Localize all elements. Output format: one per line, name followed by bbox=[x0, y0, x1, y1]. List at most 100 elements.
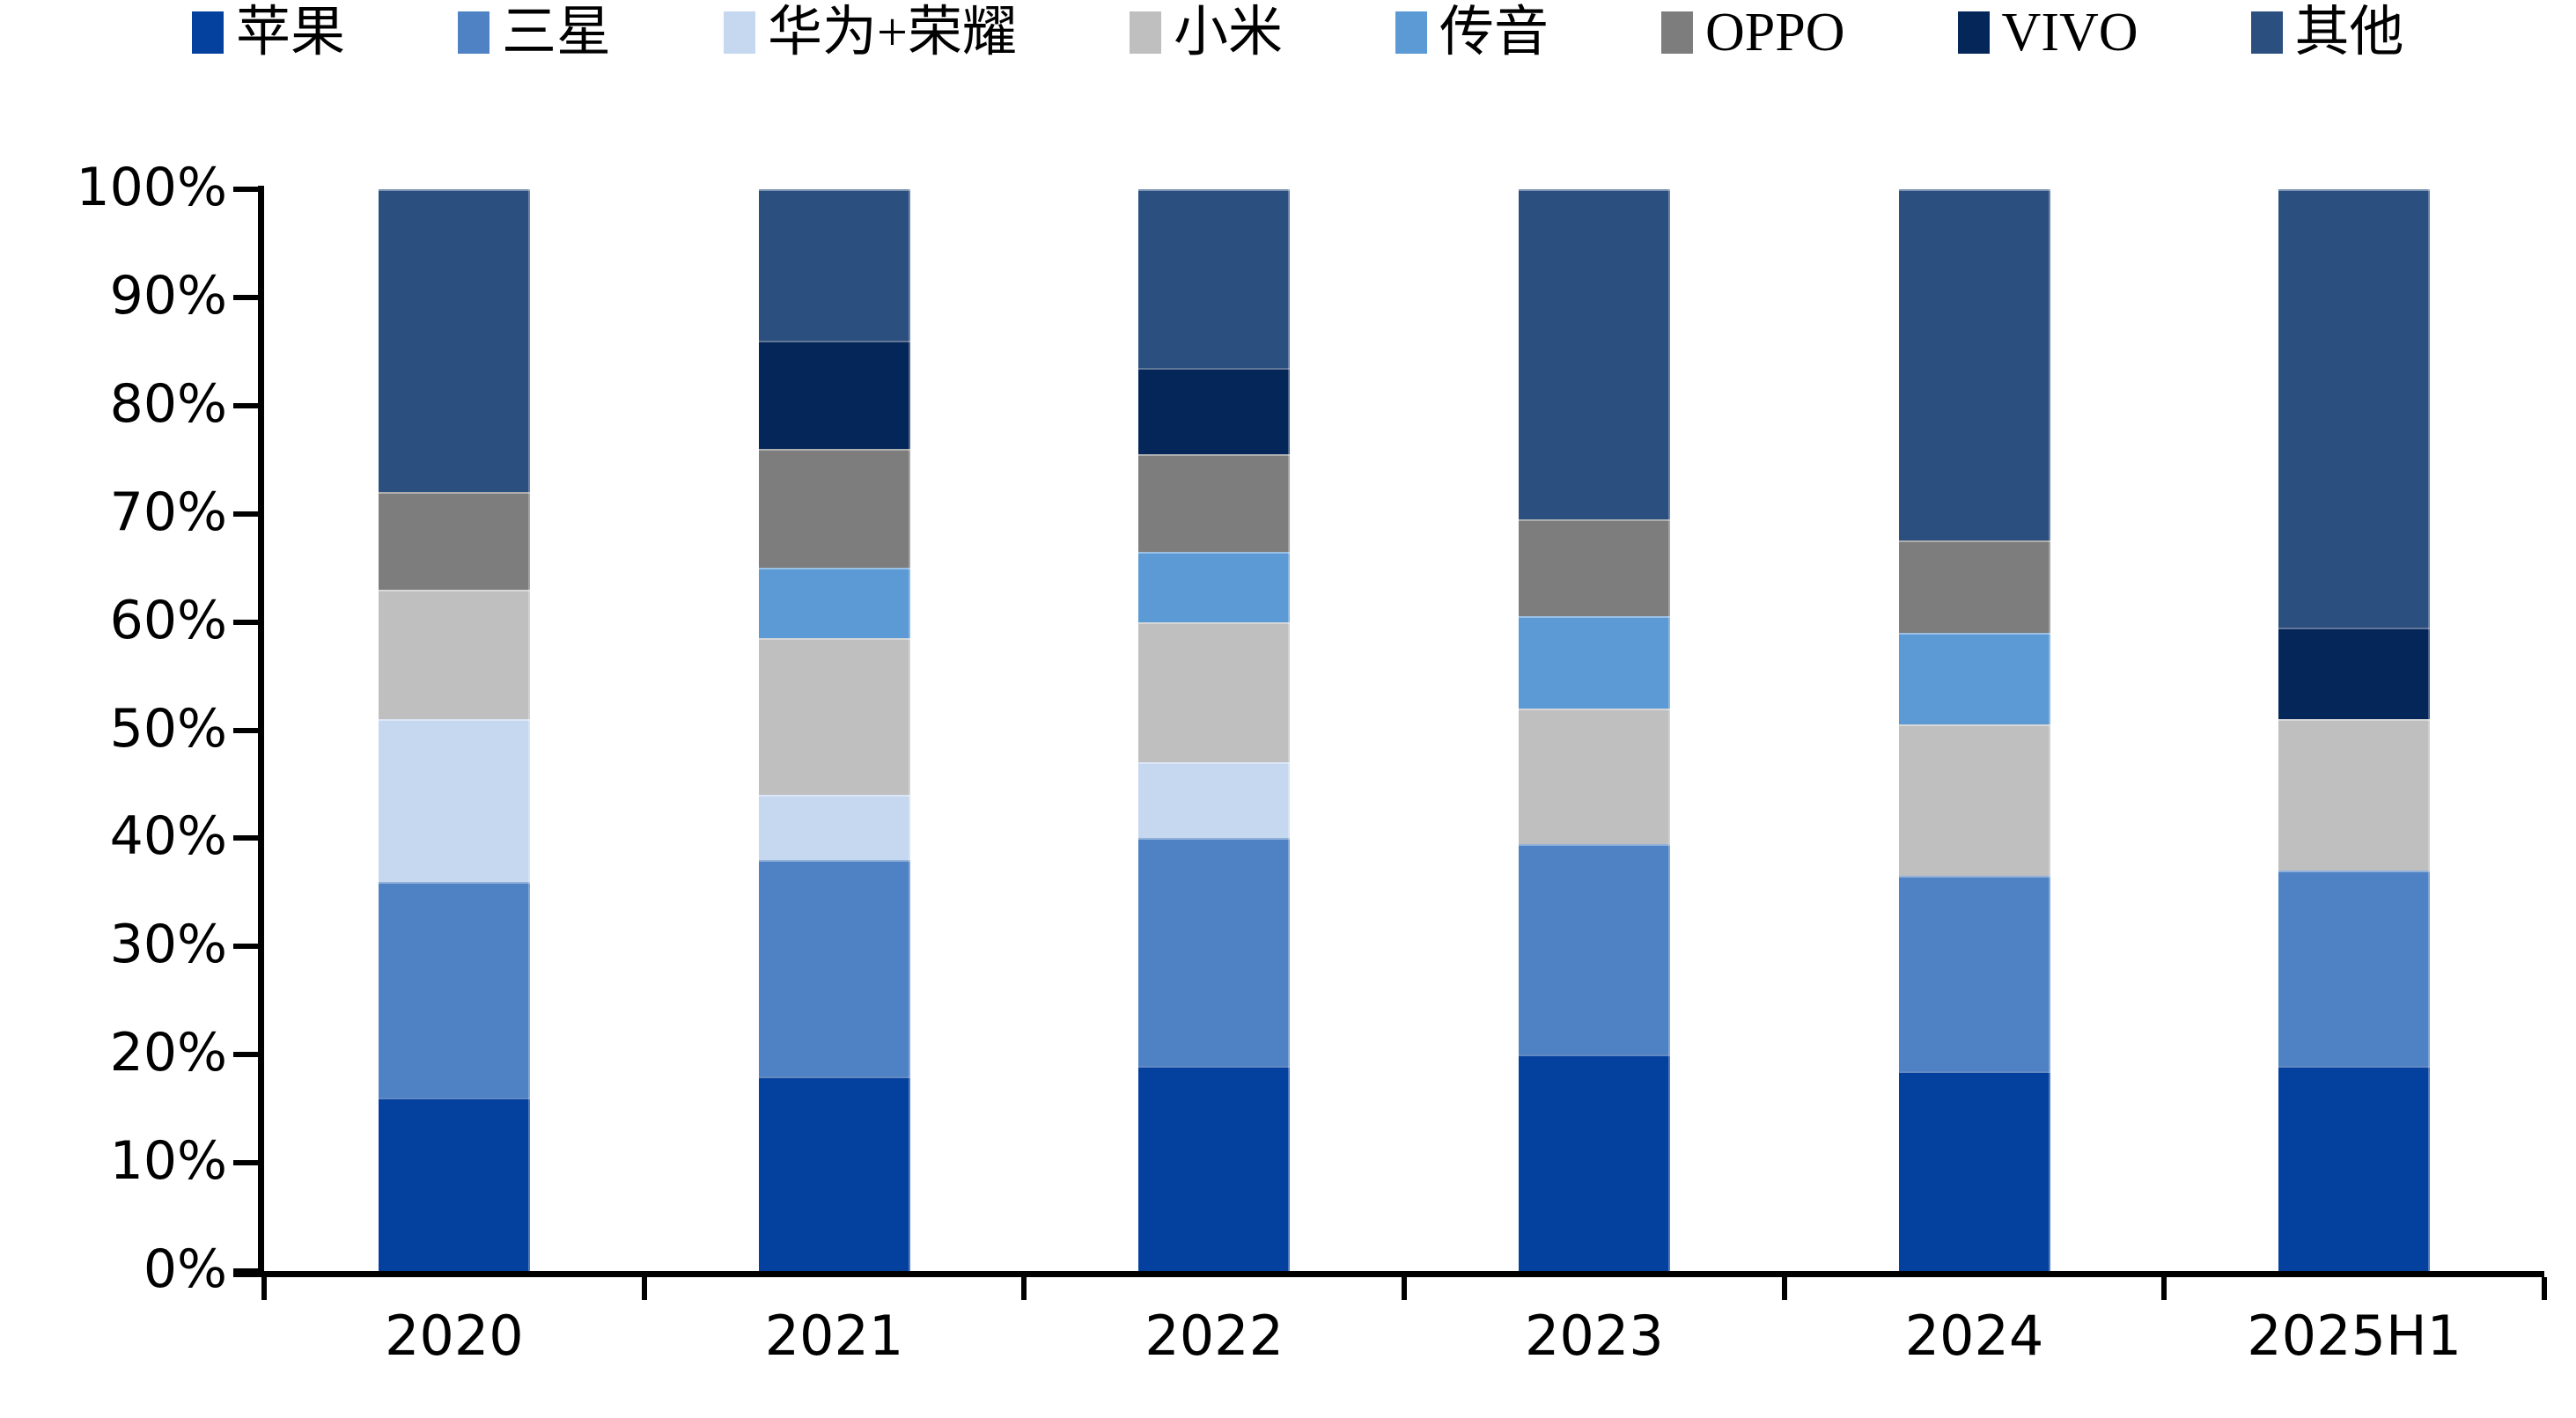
legend-item-5: 传音 bbox=[1395, 5, 1549, 60]
y-axis-label: 60% bbox=[109, 589, 227, 651]
bar-segment-2023-其他 bbox=[1518, 189, 1670, 519]
bar-segment-2022-三星 bbox=[1138, 838, 1291, 1066]
stacked-bar-2025H1 bbox=[2278, 189, 2431, 1271]
x-axis-tick bbox=[1402, 1277, 1407, 1300]
bar-segment-2021-苹果 bbox=[758, 1076, 910, 1271]
bar-segment-2021-三星 bbox=[758, 859, 910, 1076]
x-axis-label: 2024 bbox=[1904, 1304, 2044, 1368]
y-axis-line bbox=[258, 186, 264, 1275]
bar-segment-2024-苹果 bbox=[1898, 1070, 2050, 1271]
y-axis-tick bbox=[233, 402, 258, 408]
bar-segment-2022-VIVO bbox=[1138, 367, 1291, 455]
x-axis-label: 2020 bbox=[384, 1304, 524, 1368]
legend-swatch-icon bbox=[1661, 11, 1694, 54]
legend-swatch-icon bbox=[1395, 11, 1428, 54]
legend-swatch-icon bbox=[192, 11, 224, 54]
bar-segment-2024-其他 bbox=[1898, 189, 2050, 541]
y-axis-label: 70% bbox=[109, 481, 227, 543]
bar-segment-2024-小米 bbox=[1898, 724, 2050, 877]
bar-segment-2025H1-VIVO bbox=[2278, 627, 2431, 720]
bar-segment-2020-三星 bbox=[378, 881, 530, 1098]
stacked-bar-2021 bbox=[758, 189, 910, 1271]
bar-segment-2024-OPPO bbox=[1898, 540, 2050, 633]
bar-segment-2022-其他 bbox=[1138, 189, 1291, 368]
y-axis-tick bbox=[233, 511, 258, 517]
bar-segment-2021-OPPO bbox=[758, 448, 910, 569]
bar-segment-2025H1-小米 bbox=[2278, 719, 2431, 871]
bar-segment-2020-小米 bbox=[378, 589, 530, 720]
x-axis-line bbox=[233, 1271, 2544, 1277]
bar-segment-2020-OPPO bbox=[378, 492, 530, 590]
y-axis-tick bbox=[233, 1052, 258, 1058]
bar-segment-2022-OPPO bbox=[1138, 454, 1291, 552]
legend-swatch-icon bbox=[724, 11, 756, 54]
legend-item-4: 小米 bbox=[1130, 5, 1283, 60]
x-axis-label: 2025H1 bbox=[2247, 1304, 2462, 1368]
legend-label: 苹果 bbox=[236, 3, 346, 62]
bar-segment-2025H1-苹果 bbox=[2278, 1065, 2431, 1271]
y-axis-label: 100% bbox=[76, 157, 227, 218]
y-axis-label: 50% bbox=[109, 697, 227, 760]
bar-segment-2021-华为+荣耀 bbox=[758, 795, 910, 860]
bar-segment-2020-其他 bbox=[378, 189, 530, 493]
plot-area: 100% 90% 80% 70% 60% 50% 40% 30% 20% 10% 0% 2020 202… bbox=[76, 161, 2547, 1363]
y-axis-tick bbox=[233, 835, 258, 841]
x-axis-tick bbox=[2542, 1277, 2547, 1300]
y-axis-label: 0% bbox=[143, 1238, 227, 1300]
legend-label: 华为+荣耀 bbox=[768, 3, 1017, 62]
x-axis-tick bbox=[1021, 1277, 1027, 1300]
stacked-bar-2022 bbox=[1138, 189, 1291, 1271]
bar-segment-2023-苹果 bbox=[1518, 1054, 1670, 1271]
x-axis-tick bbox=[1781, 1277, 1787, 1300]
x-axis-label: 2023 bbox=[1524, 1304, 1664, 1368]
y-axis-tick bbox=[233, 944, 258, 950]
stacked-bar-2020 bbox=[378, 189, 530, 1271]
bar-segment-2022-小米 bbox=[1138, 621, 1291, 763]
legend-swatch-icon bbox=[1957, 11, 1990, 54]
bar-segment-2022-苹果 bbox=[1138, 1065, 1291, 1271]
bar-segment-2020-华为+荣耀 bbox=[378, 719, 530, 882]
legend-item-1: 苹果 bbox=[192, 5, 345, 60]
legend-label: OPPO bbox=[1705, 3, 1845, 62]
stacked-bar-2023 bbox=[1518, 189, 1670, 1271]
bar-segment-2024-三星 bbox=[1898, 876, 2050, 1071]
bar-segment-2021-小米 bbox=[758, 638, 910, 796]
legend-item-3: 华为+荣耀 bbox=[724, 5, 1017, 60]
y-axis-label: 20% bbox=[109, 1022, 227, 1084]
legend-swatch-icon bbox=[458, 11, 490, 54]
x-axis-tick bbox=[641, 1277, 647, 1300]
legend-swatch-icon bbox=[1130, 11, 1161, 54]
legend-label: 三星 bbox=[502, 3, 612, 62]
legend-label: 其他 bbox=[2294, 3, 2404, 62]
x-axis-label: 2022 bbox=[1144, 1304, 1284, 1368]
chart-legend: 苹果 三星 华为+荣耀 小米 传音 OPPO VIVO 其他 bbox=[192, 5, 2404, 60]
bar-segment-2023-OPPO bbox=[1518, 518, 1670, 617]
bar-segment-2025H1-三星 bbox=[2278, 871, 2431, 1066]
y-axis-tick bbox=[233, 619, 258, 625]
stacked-bar-2024 bbox=[1898, 189, 2050, 1271]
bar-segment-2023-小米 bbox=[1518, 708, 1670, 844]
x-axis-tick bbox=[2161, 1277, 2168, 1300]
y-axis-tick bbox=[233, 1160, 258, 1166]
bar-segment-2025H1-其他 bbox=[2278, 189, 2431, 628]
x-axis-tick bbox=[261, 1277, 267, 1300]
legend-label: 传音 bbox=[1439, 3, 1549, 62]
y-axis-label: 40% bbox=[109, 805, 227, 868]
legend-item-2: 三星 bbox=[458, 5, 611, 60]
x-axis-label: 2021 bbox=[764, 1304, 904, 1368]
y-axis-label: 10% bbox=[109, 1130, 227, 1193]
legend-item-7: VIVO bbox=[1957, 3, 2138, 62]
y-axis-tick bbox=[233, 1268, 258, 1274]
bar-segment-2021-其他 bbox=[758, 189, 910, 342]
legend-label: VIVO bbox=[2001, 3, 2138, 62]
bar-segment-2022-华为+荣耀 bbox=[1138, 762, 1291, 839]
legend-item-6: OPPO bbox=[1661, 5, 1845, 60]
legend-swatch-icon bbox=[2250, 11, 2283, 54]
y-axis-tick bbox=[233, 187, 258, 192]
y-axis-label: 90% bbox=[109, 264, 227, 327]
bar-segment-2022-传音 bbox=[1138, 551, 1291, 622]
y-axis-label: 30% bbox=[109, 914, 227, 976]
bar-segment-2023-传音 bbox=[1518, 616, 1670, 709]
legend-item-8: 其他 bbox=[2250, 3, 2404, 62]
